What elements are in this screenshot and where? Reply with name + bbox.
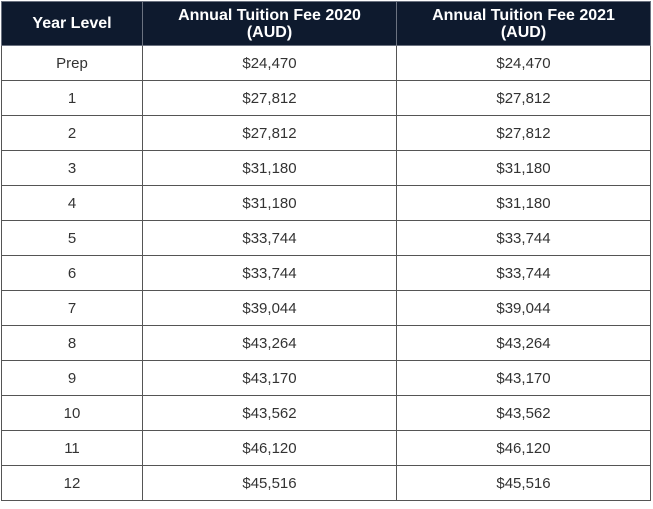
table-row: 11 $46,120 $46,120	[1, 430, 651, 466]
table-header: Year Level Annual Tuition Fee 2020 (AUD)…	[1, 1, 651, 46]
table-row: 12 $45,516 $45,516	[1, 465, 651, 501]
table-row: 8 $43,264 $43,264	[1, 325, 651, 361]
cell-fee-2021: $33,744	[396, 220, 651, 256]
header-row: Year Level Annual Tuition Fee 2020 (AUD)…	[1, 1, 651, 46]
table-row: 7 $39,044 $39,044	[1, 290, 651, 326]
cell-fee-2021: $46,120	[396, 430, 651, 466]
cell-fee-2021: $43,562	[396, 395, 651, 431]
cell-fee-2020: $27,812	[142, 115, 397, 151]
table-row: 1 $27,812 $27,812	[1, 80, 651, 116]
cell-fee-2021: $33,744	[396, 255, 651, 291]
header-fee-2021-title: Annual Tuition Fee 2021	[432, 6, 615, 24]
cell-fee-2021: $31,180	[396, 185, 651, 221]
table-row: 9 $43,170 $43,170	[1, 360, 651, 396]
cell-fee-2020: $33,744	[142, 220, 397, 256]
cell-fee-2020: $43,562	[142, 395, 397, 431]
table-body: Prep $24,470 $24,470 1 $27,812 $27,812 2…	[1, 45, 651, 501]
cell-year-level: 10	[1, 395, 143, 431]
header-fee-2020-unit: (AUD)	[246, 23, 293, 41]
table-row: 4 $31,180 $31,180	[1, 185, 651, 221]
cell-fee-2020: $39,044	[142, 290, 397, 326]
cell-fee-2021: $43,170	[396, 360, 651, 396]
cell-fee-2020: $46,120	[142, 430, 397, 466]
header-fee-2021: Annual Tuition Fee 2021 (AUD)	[396, 1, 651, 46]
cell-fee-2020: $43,264	[142, 325, 397, 361]
cell-fee-2021: $27,812	[396, 115, 651, 151]
table-row: Prep $24,470 $24,470	[1, 45, 651, 81]
cell-fee-2021: $43,264	[396, 325, 651, 361]
cell-year-level: 8	[1, 325, 143, 361]
header-fee-2020: Annual Tuition Fee 2020 (AUD)	[142, 1, 397, 46]
cell-fee-2021: $31,180	[396, 150, 651, 186]
cell-fee-2020: $31,180	[142, 150, 397, 186]
cell-year-level: 11	[1, 430, 143, 466]
table-row: 2 $27,812 $27,812	[1, 115, 651, 151]
cell-fee-2021: $27,812	[396, 80, 651, 116]
header-fee-2021-unit: (AUD)	[500, 23, 547, 41]
cell-fee-2020: $43,170	[142, 360, 397, 396]
table-row: 10 $43,562 $43,562	[1, 395, 651, 431]
cell-year-level: 3	[1, 150, 143, 186]
cell-fee-2020: $45,516	[142, 465, 397, 501]
cell-fee-2020: $31,180	[142, 185, 397, 221]
cell-fee-2021: $39,044	[396, 290, 651, 326]
cell-year-level: 4	[1, 185, 143, 221]
cell-year-level: Prep	[1, 45, 143, 81]
cell-year-level: 7	[1, 290, 143, 326]
header-year-level: Year Level	[1, 1, 143, 46]
tuition-fee-table: Year Level Annual Tuition Fee 2020 (AUD)…	[1, 1, 651, 501]
table-row: 3 $31,180 $31,180	[1, 150, 651, 186]
table-row: 6 $33,744 $33,744	[1, 255, 651, 291]
header-fee-2020-title: Annual Tuition Fee 2020	[178, 6, 361, 24]
cell-year-level: 1	[1, 80, 143, 116]
cell-year-level: 2	[1, 115, 143, 151]
cell-fee-2021: $24,470	[396, 45, 651, 81]
cell-fee-2021: $45,516	[396, 465, 651, 501]
cell-fee-2020: $27,812	[142, 80, 397, 116]
cell-year-level: 6	[1, 255, 143, 291]
cell-year-level: 9	[1, 360, 143, 396]
cell-fee-2020: $24,470	[142, 45, 397, 81]
cell-year-level: 5	[1, 220, 143, 256]
table-row: 5 $33,744 $33,744	[1, 220, 651, 256]
cell-year-level: 12	[1, 465, 143, 501]
cell-fee-2020: $33,744	[142, 255, 397, 291]
